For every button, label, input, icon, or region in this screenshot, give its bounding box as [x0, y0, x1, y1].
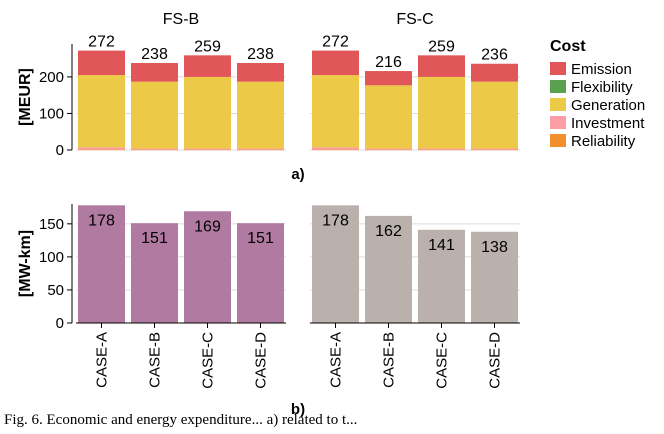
panel-b-bar	[365, 215, 412, 323]
panel-b-y-tick-label: 0	[56, 315, 64, 332]
panel-a-bar-segment-reliability	[312, 149, 359, 151]
panel-a-y-axis-title: [MEUR]	[17, 68, 34, 126]
panel-a-bar-total-label: 238	[247, 46, 274, 63]
panel-a-bar-segment-investment	[312, 147, 359, 150]
legend-swatch-emission	[550, 62, 566, 75]
panel-b-bar-value-label: 178	[88, 212, 115, 229]
panel-b-bar-value-label: 178	[322, 212, 349, 229]
panel-a-y-tick-label: 0	[56, 142, 64, 159]
panel-b-x-tick-label: CASE-A	[94, 332, 111, 388]
panel-a-bar-segment-generation	[418, 76, 465, 149]
panel-b-bar	[471, 231, 518, 323]
panel-b-y-tick-label: 50	[47, 282, 64, 299]
legend-label-generation: Generation	[571, 97, 645, 114]
panel-b-y-axis-title: [MW-km]	[17, 230, 34, 297]
panel-b-y-tick-label: 100	[39, 249, 64, 266]
panel-a-bar-segment-investment	[78, 147, 125, 150]
panel-b-label: b)	[291, 401, 305, 418]
panel-b-bar	[237, 223, 284, 323]
panel-b-bar	[184, 211, 231, 323]
panel-b-x-tick-label: CASE-A	[328, 332, 345, 388]
panel-a-bar-segment-reliability	[184, 149, 231, 151]
panel-b-bar-value-label: 151	[247, 230, 274, 247]
legend-swatch-flexibility	[550, 80, 566, 93]
panel-b-bar-value-label: 141	[428, 237, 455, 254]
panel-a-y-tick-label: 100	[39, 105, 64, 122]
panel-a-bar-segment-investment	[237, 148, 284, 150]
panel-a-bar-segment-reliability	[365, 149, 412, 151]
panel-b-bar-value-label: 151	[141, 230, 168, 247]
panel-a-bar-segment-generation	[312, 75, 359, 148]
panel-b-line-length-chart: 178 CASE-A 151 CASE-B 169 CASE-C 151 CASE-D 178 C…	[17, 204, 520, 418]
legend-label-emission: Emission	[571, 61, 632, 78]
panel-a-bar-segment-investment	[365, 148, 412, 150]
legend-swatch-reliability	[550, 134, 566, 147]
panel-a-bar-total-label: 272	[88, 34, 115, 51]
panel-b-bar-value-label: 162	[375, 223, 402, 240]
panel-a-bar-segment-reliability	[418, 149, 465, 151]
panel-a-bar-segment-reliability	[78, 149, 125, 151]
panel-b-bar-value-label: 138	[481, 239, 508, 256]
panel-a-bar-segment-investment	[471, 148, 518, 150]
legend-label-flexibility: Flexibility	[571, 79, 633, 96]
panel-a-bar-segment-generation	[184, 76, 231, 149]
panel-a-bar-segment-generation	[131, 81, 178, 149]
panel-a-bar-segment-generation	[365, 85, 412, 149]
panel-a-bar-segment-investment	[418, 148, 465, 150]
legend-label-investment: Investment	[571, 115, 645, 132]
panel-b-x-tick-label: CASE-B	[147, 332, 164, 388]
panel-b-bar	[78, 205, 125, 323]
panel-a-bar-segment-emission	[418, 55, 465, 77]
panel-b-bar	[312, 205, 359, 323]
panel-a-bar-segment-emission	[365, 71, 412, 86]
panel-a-bar-segment-reliability	[471, 149, 518, 151]
panel-b-x-tick-label: CASE-C	[200, 332, 217, 389]
panel-b-x-tick-label: CASE-D	[253, 332, 270, 389]
legend-label-reliability: Reliability	[571, 133, 636, 150]
panel-a-bar-segment-generation	[471, 81, 518, 149]
panel-a-y-tick-label: 200	[39, 69, 64, 86]
panel-a-bar-total-label: 238	[141, 46, 168, 63]
panel-a-bar-total-label: 216	[375, 54, 402, 71]
panel-a-bar-segment-generation	[78, 75, 125, 148]
panel-a-cost-chart: FS-B 272 238 259 238 FS-C 272 216 259 236 0 100 200 […	[17, 11, 520, 183]
panel-a-bar-segment-investment	[131, 148, 178, 150]
panel-b-bar-value-label: 169	[194, 218, 221, 235]
panel-a-bar-segment-emission	[237, 63, 284, 82]
panel-a-facet-title: FS-C	[396, 11, 433, 28]
panel-a-label: a)	[291, 166, 304, 183]
panel-a-bar-total-label: 272	[322, 34, 349, 51]
panel-b-bar	[418, 229, 465, 323]
panel-a-bar-total-label: 259	[194, 38, 221, 55]
panel-a-bar-segment-emission	[131, 63, 178, 82]
legend-swatch-generation	[550, 98, 566, 111]
cost-legend: Cost EmissionFlexibilityGenerationInvestm…	[550, 38, 645, 150]
panel-a-facet-title: FS-B	[163, 11, 199, 28]
panel-a-bar-segment-reliability	[237, 149, 284, 151]
panel-a-bar-segment-reliability	[131, 149, 178, 151]
panel-a-bar-segment-emission	[184, 55, 231, 77]
panel-b-y-tick-label: 150	[39, 216, 64, 233]
legend-title: Cost	[550, 38, 586, 55]
panel-a-bar-segment-generation	[237, 81, 284, 149]
panel-b-x-tick-label: CASE-B	[381, 332, 398, 388]
panel-a-bar-total-label: 259	[428, 38, 455, 55]
panel-a-bar-total-label: 236	[481, 47, 508, 64]
panel-a-bar-segment-emission	[312, 50, 359, 76]
panel-a-bar-segment-emission	[471, 63, 518, 82]
figure-caption: Fig. 6. Economic and energy expenditure.…	[4, 412, 358, 428]
panel-a-bar-segment-investment	[184, 148, 231, 150]
legend-swatch-investment	[550, 116, 566, 129]
panel-b-bar	[131, 223, 178, 323]
panel-b-x-tick-label: CASE-C	[434, 332, 451, 389]
panel-b-x-tick-label: CASE-D	[487, 332, 504, 389]
panel-a-bar-segment-emission	[78, 50, 125, 76]
